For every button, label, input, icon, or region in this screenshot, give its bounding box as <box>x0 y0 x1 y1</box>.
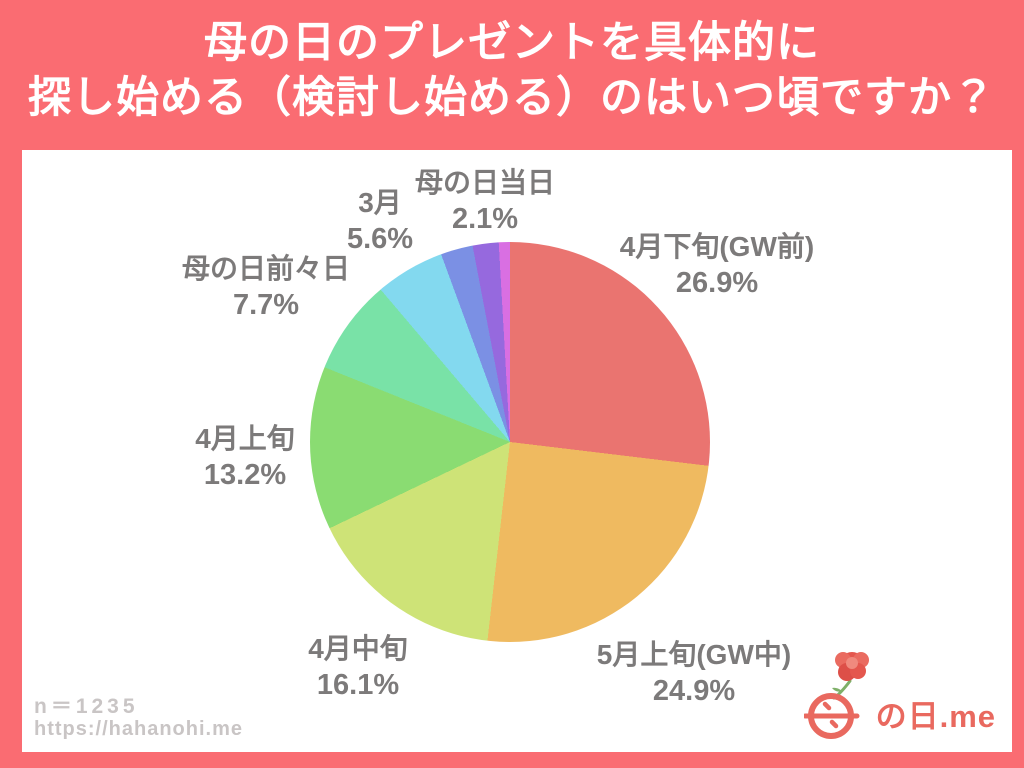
slice-label-mothers-day: 母の日当日 2.1% <box>415 164 555 238</box>
slice-label-name: 4月上旬 <box>195 423 295 454</box>
slice-label-pct: 7.7% <box>232 289 300 321</box>
sample-size: n＝1235 <box>34 695 139 718</box>
carnation-leaf <box>831 687 842 692</box>
haha-no-hi-logo-icon <box>802 641 880 746</box>
slice-label-name: 3月 <box>358 187 402 218</box>
slice-label-mid-april: 4月中旬 16.1% <box>308 630 408 704</box>
slice-label-late-april: 4月下旬(GW前) 26.9% <box>620 228 814 302</box>
slice-label-name: 母の日当日 <box>414 167 556 198</box>
slice-label-name: 4月中旬 <box>308 633 408 664</box>
slice-label-pct: 5.6% <box>346 223 414 255</box>
logo-text: の日.me <box>875 699 996 734</box>
carnation-icon <box>834 652 869 681</box>
slice-label-two-days-before: 母の日前々日 7.7% <box>182 250 350 324</box>
chart-panel: 母の日当日 2.1% 3月 5.6% 母の日前々日 7.7% 4月下旬(GW前)… <box>22 150 1012 752</box>
slice-label-pct: 16.1% <box>316 669 400 701</box>
slice-label-name: 5月上旬(GW中) <box>596 639 792 670</box>
pie-chart <box>310 242 710 642</box>
site-logo: の日.me <box>802 641 996 746</box>
slice-label-name: 4月下旬(GW前) <box>619 231 815 262</box>
slice-label-pct: 13.2% <box>203 459 287 491</box>
chart-title: 母の日のプレゼントを具体的に 探し始める（検討し始める）のはいつ頃ですか？ <box>0 16 1024 126</box>
slice-label-name: 母の日前々日 <box>181 253 351 284</box>
slice-label-early-may: 5月上旬(GW中) 24.9% <box>597 636 791 710</box>
slice-label-pct: 2.1% <box>451 203 519 235</box>
slice-label-march: 3月 5.6% <box>347 184 413 258</box>
haha-glyph-icon <box>802 693 860 739</box>
slice-label-pct: 24.9% <box>652 675 736 707</box>
chart-title-line2: 探し始める（検討し始める）のはいつ頃ですか？ <box>28 74 996 122</box>
source-url: https://hahanohi.me <box>34 718 243 740</box>
slice-label-early-april: 4月上旬 13.2% <box>195 420 295 494</box>
chart-title-line1: 母の日のプレゼントを具体的に <box>204 19 820 67</box>
slice-label-pct: 26.9% <box>675 267 759 299</box>
